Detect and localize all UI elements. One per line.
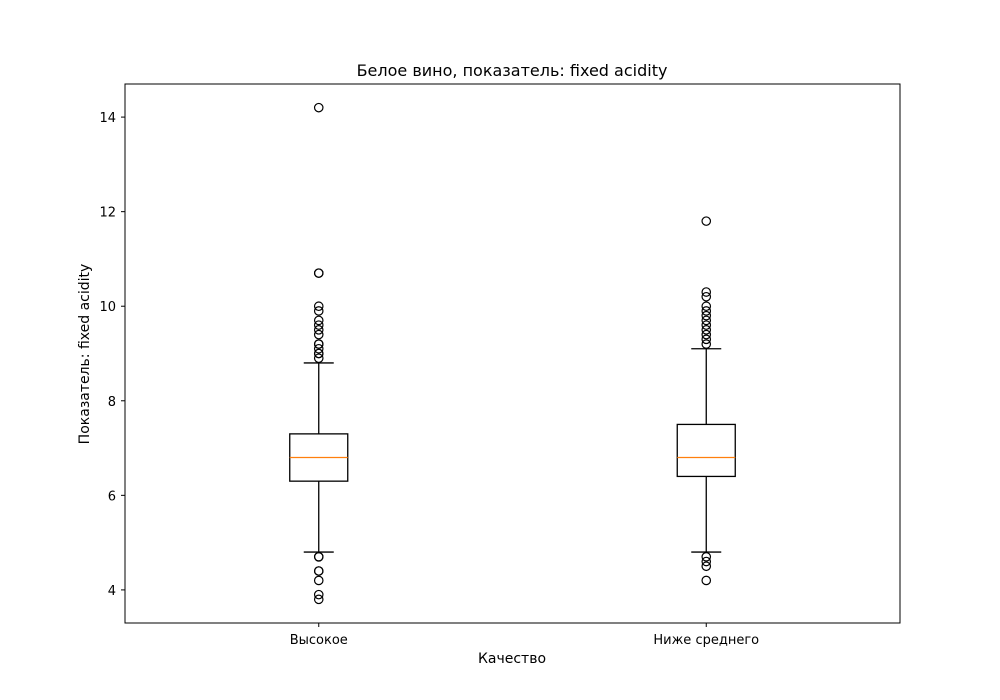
y-tick-label: 8 [108, 395, 116, 410]
outlier-point [701, 306, 712, 316]
y-tick-label: 14 [99, 111, 116, 126]
outlier-point [313, 102, 324, 113]
outlier-point [313, 589, 324, 600]
outlier-point [313, 320, 324, 330]
outlier-point [313, 552, 324, 562]
x-tick-label: Ниже среднего [653, 633, 759, 648]
outlier-point [313, 575, 324, 586]
outlier-point [701, 216, 712, 226]
y-tick-label: 12 [99, 206, 116, 221]
outlier-point [313, 343, 324, 354]
outlier-point [701, 320, 712, 330]
outlier-point [313, 301, 324, 312]
outlier-point [313, 353, 324, 364]
box-iqr [676, 423, 736, 478]
outlier-point [701, 556, 712, 567]
chart-title: Белое вино, показатель: fixed acidity [357, 61, 668, 80]
outlier-point [701, 339, 712, 349]
outlier-point [313, 594, 324, 605]
plot-frame [124, 83, 901, 624]
outlier-point [313, 306, 324, 316]
outlier-point [313, 315, 324, 326]
outlier-point [313, 348, 324, 359]
outlier-point [701, 315, 712, 326]
outlier-point [701, 334, 712, 345]
outlier-point [701, 287, 712, 297]
plot-area: 4 6 8 10 12 14 Высокое Ниже среднего [99, 102, 759, 648]
y-tick-label: 4 [108, 584, 116, 599]
outlier-point [313, 566, 324, 576]
y-tick-label: 6 [108, 489, 116, 504]
outlier-point [701, 310, 712, 321]
outlier-point [701, 301, 712, 312]
outlier-point [313, 339, 324, 349]
outlier-point [701, 291, 712, 302]
outlier-point [313, 329, 324, 340]
y-tick-label: 10 [99, 300, 116, 315]
outlier-point [701, 325, 712, 335]
outlier-point [701, 552, 712, 562]
outlier-point [701, 561, 712, 572]
outlier-point [701, 329, 712, 340]
x-axis-label: Качество [478, 651, 546, 667]
outlier-point [313, 268, 324, 278]
x-tick-label: Высокое [290, 633, 348, 648]
outlier-point [313, 325, 324, 335]
y-axis-label: Показатель: fixed acidity [77, 264, 93, 445]
outlier-point [701, 575, 712, 586]
